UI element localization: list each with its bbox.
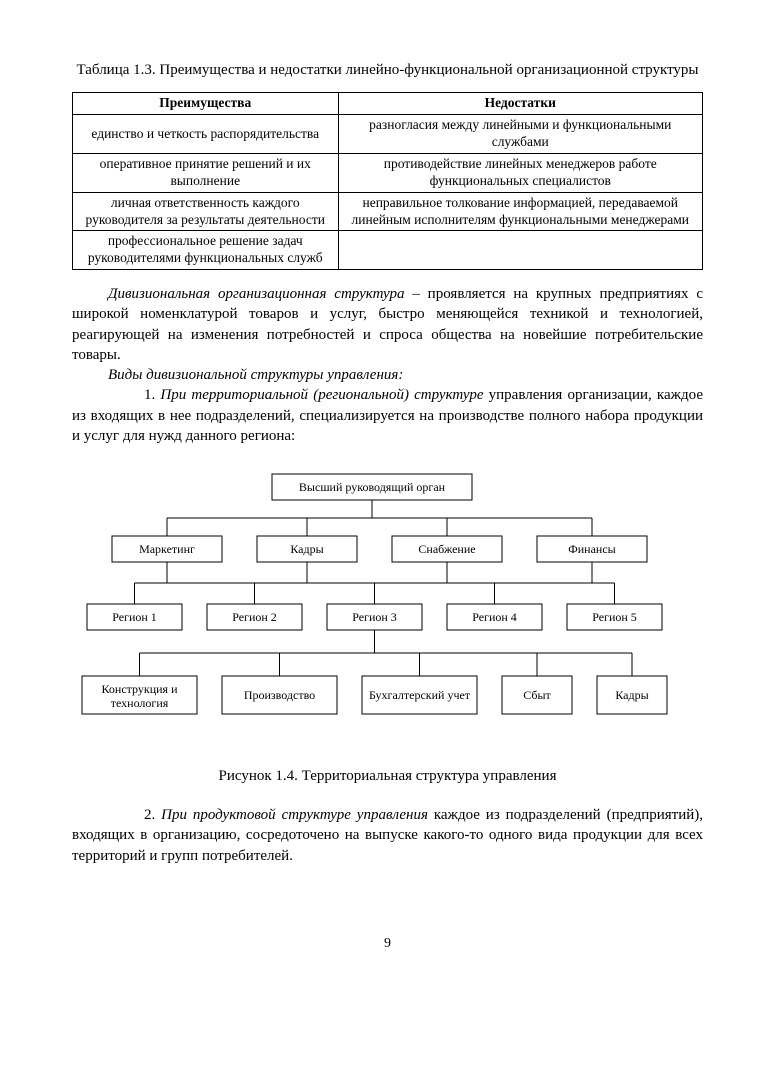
paragraph-divisional: Дивизиональная организационная структура… — [72, 284, 703, 365]
figure-caption: Рисунок 1.4. Территориальная структура у… — [72, 768, 703, 785]
svg-text:Кадры: Кадры — [290, 542, 323, 556]
svg-text:Регион 2: Регион 2 — [232, 610, 277, 624]
svg-text:Регион 4: Регион 4 — [472, 610, 517, 624]
paragraph-item2: 2. При продуктовой структуре управления … — [72, 805, 703, 866]
svg-text:Снабжение: Снабжение — [418, 542, 475, 556]
cell: разногласия между линейными и функционал… — [338, 115, 702, 154]
table-row: единство и четкость распорядительства ра… — [73, 115, 703, 154]
advantages-table: Преимущества Недостатки единство и четко… — [72, 92, 703, 270]
paragraph-types: Виды дивизиональной структуры управления… — [72, 365, 703, 385]
item2-italic: При продуктовой структуре управления — [161, 807, 428, 823]
table-row: личная ответственность каждого руководит… — [73, 192, 703, 231]
svg-text:Регион 1: Регион 1 — [112, 610, 157, 624]
svg-text:Финансы: Финансы — [568, 542, 615, 556]
th-disadvantages: Недостатки — [338, 93, 702, 115]
org-tree-diagram: Высший руководящий орган Маркетинг Кадры Сн… — [72, 464, 672, 739]
cell: оперативное принятие решений и их выполн… — [73, 153, 339, 192]
item1-italic: При территориальной (региональной) струк… — [160, 387, 483, 403]
svg-text:Регион 5: Регион 5 — [592, 610, 637, 624]
svg-text:Производство: Производство — [244, 688, 315, 702]
cell: профессиональное решение задач руководит… — [73, 231, 339, 270]
page-number: 9 — [72, 936, 703, 952]
svg-text:Конструкция итехнология: Конструкция итехнология — [101, 682, 178, 710]
svg-text:Регион 3: Регион 3 — [352, 610, 397, 624]
svg-text:Бухгалтерский учет: Бухгалтерский учет — [369, 688, 471, 702]
num-2: 2. — [144, 807, 161, 823]
svg-text:Кадры: Кадры — [615, 688, 648, 702]
th-advantages: Преимущества — [73, 93, 339, 115]
cell: противодействие линейных менеджеров рабо… — [338, 153, 702, 192]
svg-text:Высший руководящий орган: Высший руководящий орган — [299, 480, 446, 494]
num-1: 1. — [144, 387, 160, 403]
cell — [338, 231, 702, 270]
paragraph-item1: 1. При территориальной (региональной) ст… — [72, 385, 703, 446]
table-row: оперативное принятие решений и их выполн… — [73, 153, 703, 192]
cell: личная ответственность каждого руководит… — [73, 192, 339, 231]
lead-term: Дивизиональная организационная структура — [108, 286, 405, 302]
svg-text:Маркетинг: Маркетинг — [139, 542, 195, 556]
svg-text:Сбыт: Сбыт — [523, 688, 551, 702]
table-title: Таблица 1.3. Преимущества и недостатки л… — [72, 60, 703, 80]
cell: неправильное толкование информацией, пер… — [338, 192, 702, 231]
table-row: профессиональное решение задач руководит… — [73, 231, 703, 270]
cell: единство и четкость распорядительства — [73, 115, 339, 154]
